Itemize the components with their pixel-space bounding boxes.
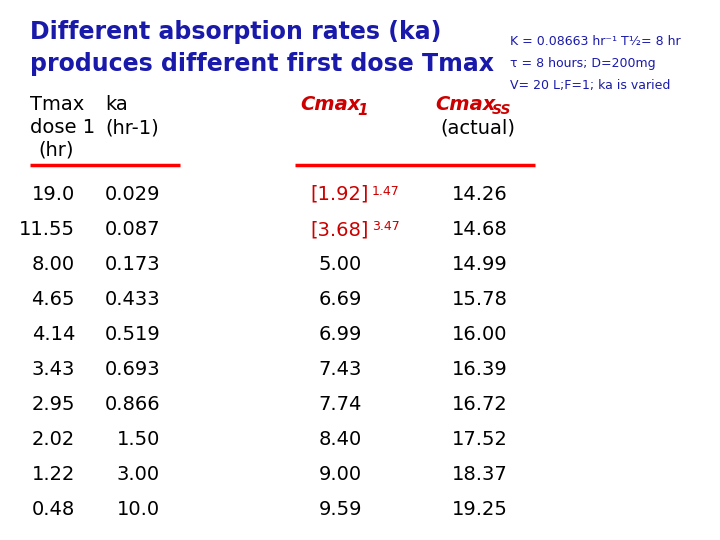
Text: 0.866: 0.866 — [104, 395, 160, 414]
Text: 0.519: 0.519 — [104, 325, 160, 344]
Text: 1.47: 1.47 — [372, 185, 400, 198]
Text: (hr-1): (hr-1) — [105, 118, 158, 137]
Text: 1.22: 1.22 — [32, 465, 75, 484]
Text: produces different first dose Tmax: produces different first dose Tmax — [30, 52, 494, 76]
Text: Tmax: Tmax — [30, 95, 84, 114]
Text: 10.0: 10.0 — [117, 500, 160, 519]
Text: 9.59: 9.59 — [318, 500, 361, 519]
Text: 1.50: 1.50 — [117, 430, 160, 449]
Text: 14.26: 14.26 — [452, 185, 508, 204]
Text: dose 1: dose 1 — [30, 118, 95, 137]
Text: [1.92]: [1.92] — [311, 185, 369, 204]
Text: 6.69: 6.69 — [318, 290, 361, 309]
Text: 19.25: 19.25 — [452, 500, 508, 519]
Text: 0.029: 0.029 — [104, 185, 160, 204]
Text: 19.0: 19.0 — [32, 185, 75, 204]
Text: 7.43: 7.43 — [318, 360, 361, 379]
Text: 0.433: 0.433 — [104, 290, 160, 309]
Text: 0.087: 0.087 — [104, 220, 160, 239]
Text: 7.74: 7.74 — [318, 395, 361, 414]
Text: τ = 8 hours; D=200mg: τ = 8 hours; D=200mg — [510, 57, 656, 70]
Text: 1: 1 — [357, 103, 368, 118]
Text: 2.95: 2.95 — [32, 395, 75, 414]
Text: Cmax: Cmax — [435, 95, 495, 114]
Text: 16.00: 16.00 — [452, 325, 508, 344]
Text: 0.48: 0.48 — [32, 500, 75, 519]
Text: 3.00: 3.00 — [117, 465, 160, 484]
Text: ka: ka — [105, 95, 127, 114]
Text: 0.173: 0.173 — [104, 255, 160, 274]
Text: 5.00: 5.00 — [318, 255, 361, 274]
Text: K = 0.08663 hr⁻¹ T½= 8 hr: K = 0.08663 hr⁻¹ T½= 8 hr — [510, 35, 680, 48]
Text: [3.68]: [3.68] — [311, 220, 369, 239]
Text: 18.37: 18.37 — [452, 465, 508, 484]
Text: (actual): (actual) — [440, 118, 515, 137]
Text: 2.02: 2.02 — [32, 430, 75, 449]
Text: SS: SS — [492, 103, 511, 117]
Text: 17.52: 17.52 — [452, 430, 508, 449]
Text: 11.55: 11.55 — [19, 220, 75, 239]
Text: 3.43: 3.43 — [32, 360, 75, 379]
Text: 3.47: 3.47 — [372, 220, 400, 233]
Text: V= 20 L;F=1; ka is varied: V= 20 L;F=1; ka is varied — [510, 79, 670, 92]
Text: 14.99: 14.99 — [452, 255, 508, 274]
Text: Cmax: Cmax — [300, 95, 361, 114]
Text: 16.72: 16.72 — [452, 395, 508, 414]
Text: 4.65: 4.65 — [32, 290, 75, 309]
Text: Different absorption rates (ka): Different absorption rates (ka) — [30, 20, 441, 44]
Text: 15.78: 15.78 — [452, 290, 508, 309]
Text: 0.693: 0.693 — [104, 360, 160, 379]
Text: 14.68: 14.68 — [452, 220, 508, 239]
Text: 6.99: 6.99 — [318, 325, 361, 344]
Text: 8.00: 8.00 — [32, 255, 75, 274]
Text: (hr): (hr) — [38, 141, 73, 160]
Text: 4.14: 4.14 — [32, 325, 75, 344]
Text: 8.40: 8.40 — [318, 430, 361, 449]
Text: 16.39: 16.39 — [452, 360, 508, 379]
Text: 9.00: 9.00 — [318, 465, 361, 484]
